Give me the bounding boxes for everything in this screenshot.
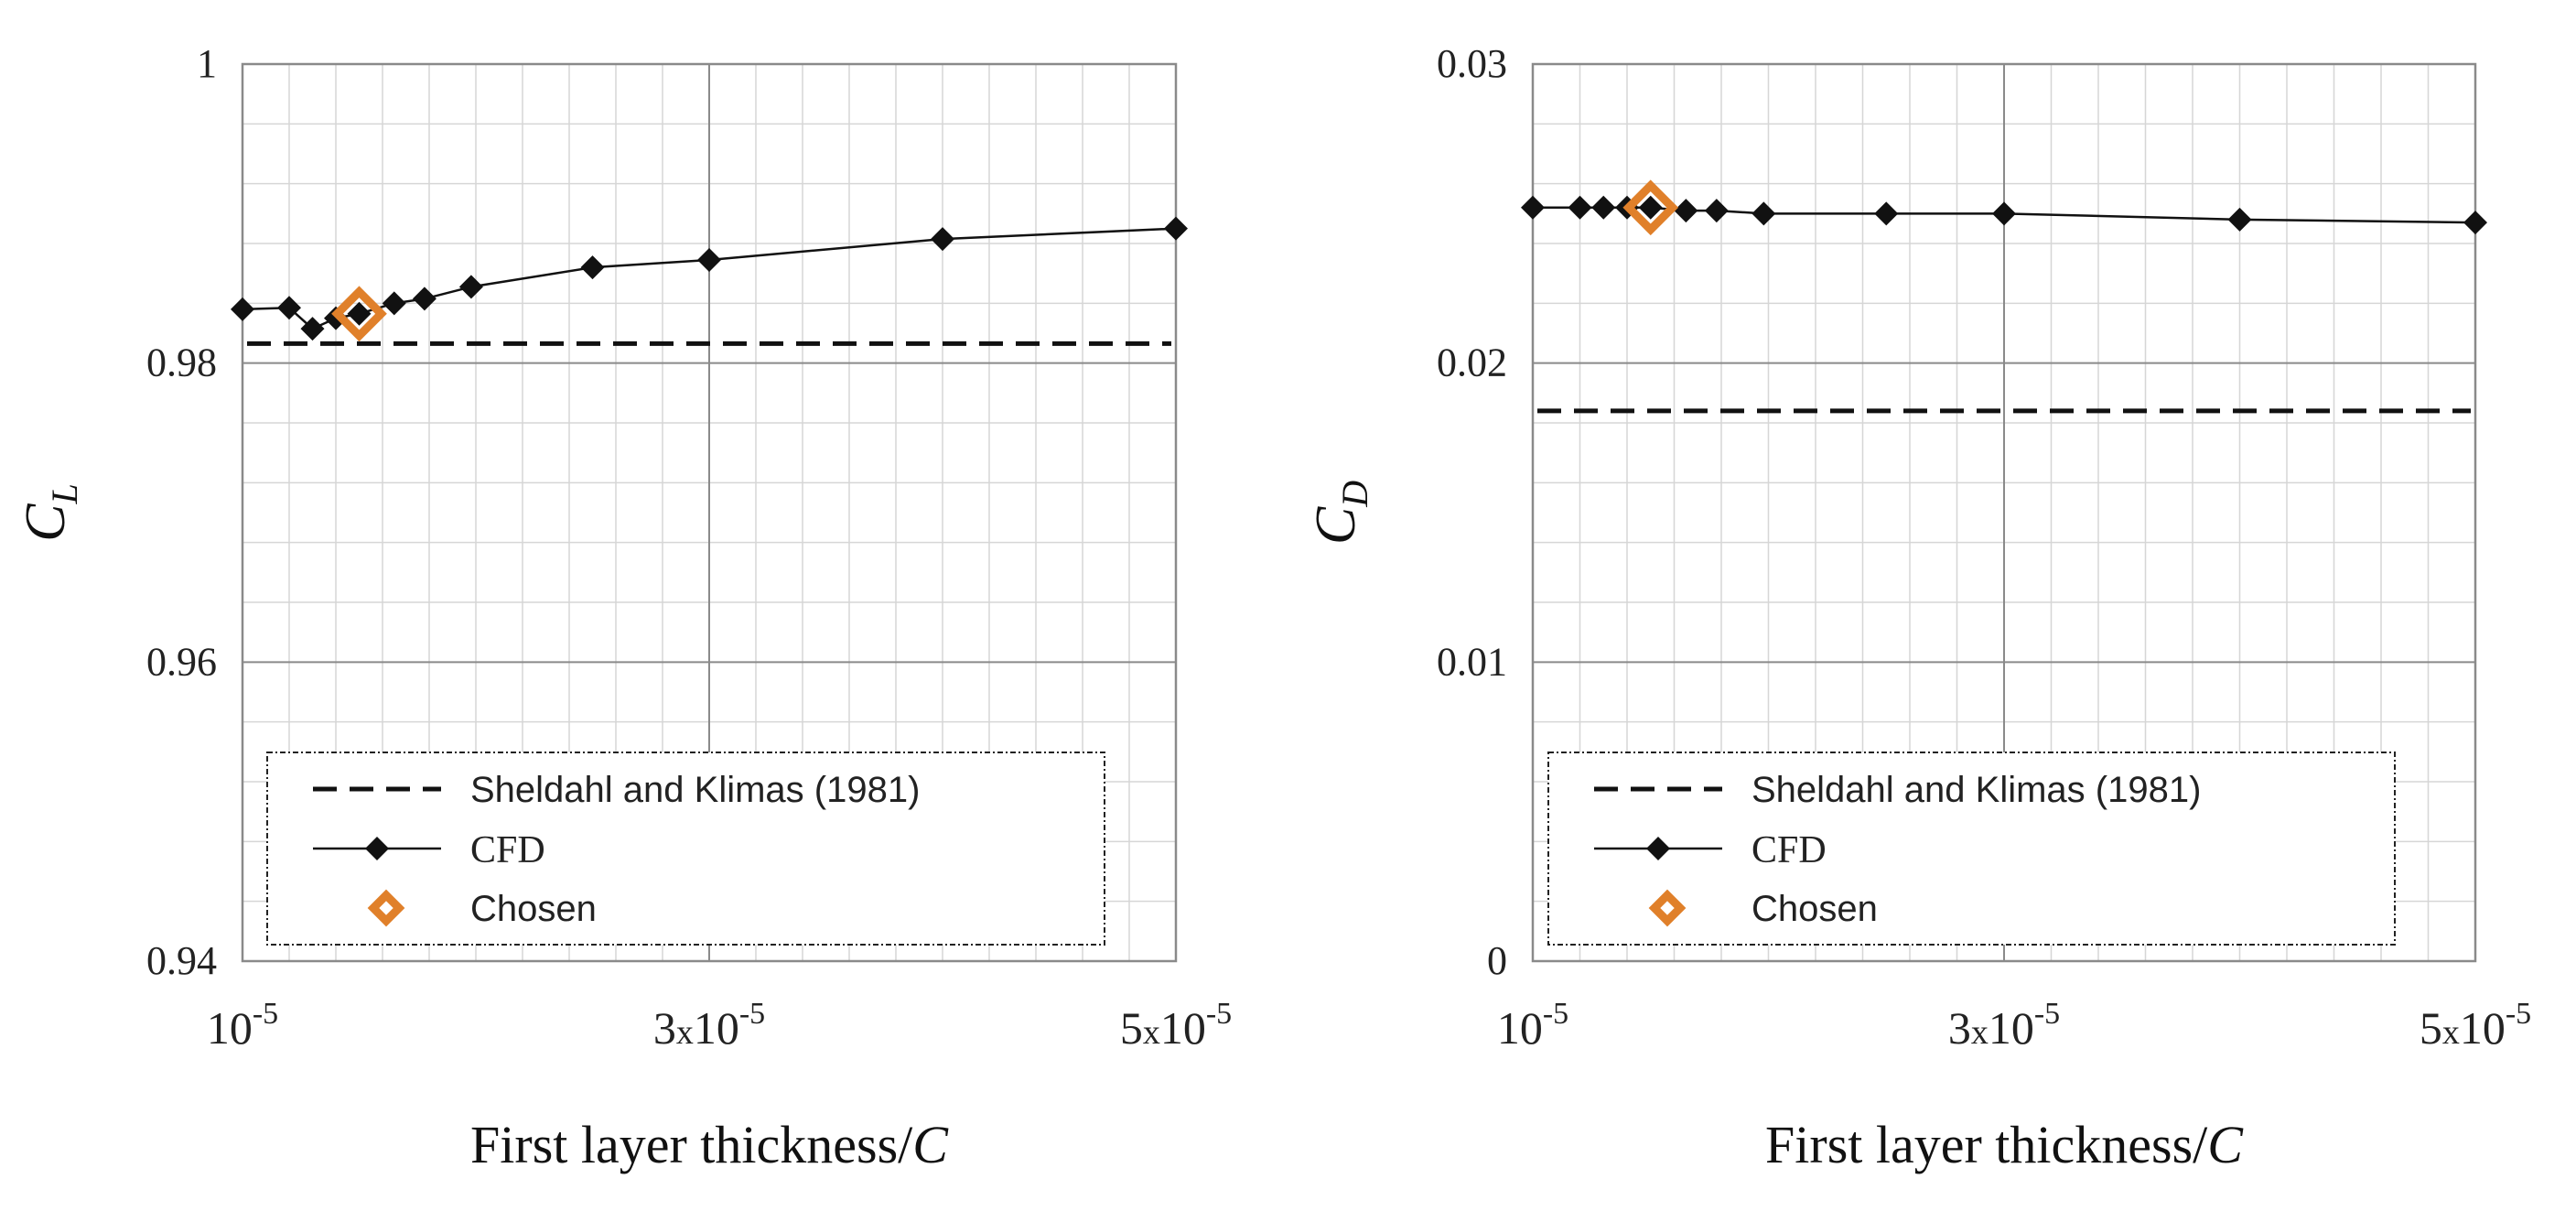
x-tick-label: 5x10-5 [2420,997,2531,1054]
legend-label-chosen: Chosen [1751,889,1878,929]
y-tick-label: 0.03 [1437,41,1507,86]
chart-panel-1: 0.94 0.96 0.98 1 10-5 3x10-5 5x10-5 First layer… [15,41,1232,1174]
cfd-data-point [1521,195,1545,220]
y-tick-label: 0 [1487,938,1507,983]
y-tick-label: 0.98 [146,341,217,385]
cfd-data-point [697,247,721,272]
plot-frame [241,62,1178,963]
legend-label-cfd: CFD [470,829,545,871]
cfd-data-point [1992,201,2016,226]
y-tick-label: 0.02 [1437,341,1507,385]
y-tick-label: 1 [197,41,217,86]
legend-label-cfd: CFD [1751,829,1827,871]
legend-chosen-marker [1648,889,1687,927]
legend-label-chosen: Chosen [470,889,597,929]
legend: Sheldahl and Klimas (1981) CFD Chosen [266,752,1105,946]
legend-cfd-marker [1646,837,1670,860]
x-tick-label: 10-5 [207,997,278,1054]
chart-panel-2: 0 0.01 0.02 0.03 10-5 3x10-5 5x10-5 First layer… [1305,41,2531,1174]
cfd-data-point [231,297,254,321]
y-axis-label: CD [1305,481,1375,545]
cfd-data-point [347,301,372,326]
cfd-data-point [277,296,301,320]
cfd-data-point [382,291,406,316]
x-tick-label: 3x10-5 [1948,997,2060,1054]
x-tick-label: 3x10-5 [653,997,765,1054]
legend-chosen-marker [367,889,405,927]
y-tick-label: 0.94 [146,938,217,983]
chosen-data-point [1622,179,1679,236]
plot-frame [1531,62,2477,963]
cfd-data-point [412,287,437,311]
cfd-data-point [1751,201,1776,226]
legend-cfd-marker [365,837,389,860]
x-tick-label: 10-5 [1497,997,1568,1054]
cfd-data-point [2463,211,2487,235]
cfd-data-point [1638,195,1663,220]
cfd-data-point [1591,195,1616,220]
cfd-data-point [1164,216,1188,241]
x-axis-label: First layer thickness/C [470,1115,949,1174]
cfd-data-point [458,275,483,299]
y-tick-label: 0.01 [1437,639,1507,684]
legend-label-sheldahl-klimas: Sheldahl and Klimas (1981) [470,770,920,810]
cfd-data-point [1674,199,1698,223]
cfd-data-point [300,317,325,341]
cfd-data-point [580,255,605,280]
legend-label-sheldahl-klimas: Sheldahl and Klimas (1981) [1751,770,2201,810]
cfd-data-point [1874,201,1899,226]
cfd-data-point [931,227,954,252]
y-tick-label: 0.96 [146,639,217,684]
chosen-data-point [331,286,387,342]
x-axis-label: First layer thickness/C [1765,1115,2244,1174]
legend: Sheldahl and Klimas (1981) CFD Chosen [1547,752,2396,946]
cfd-data-point [1568,195,1592,220]
y-axis-label: CL [15,483,85,542]
cfd-data-point [2227,207,2252,232]
cfd-data-point [1704,199,1729,223]
x-tick-label: 5x10-5 [1120,997,1232,1054]
